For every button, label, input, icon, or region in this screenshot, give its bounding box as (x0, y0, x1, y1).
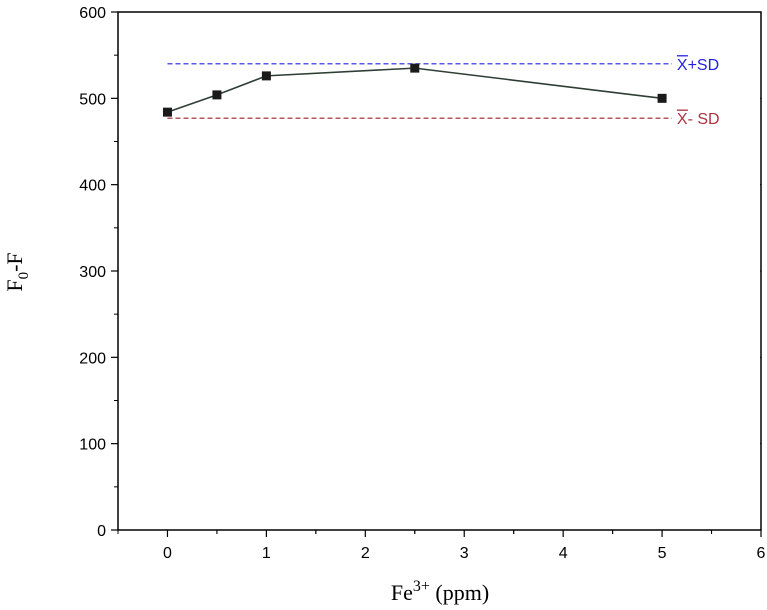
x-tick-label: 1 (262, 545, 271, 562)
x-tick-label: 3 (460, 545, 469, 562)
reference-label-xbar: X (677, 57, 688, 74)
x-tick-label: 6 (757, 545, 766, 562)
y-tick-label: 100 (79, 437, 106, 454)
x-tick-label: 5 (658, 545, 667, 562)
y-axis-title: F0-F (2, 252, 32, 291)
reference-label-text: - SD (688, 111, 720, 128)
series-line (167, 67, 663, 113)
y-tick-label: 300 (79, 264, 106, 281)
data-point (162, 107, 172, 117)
x-tick-label: 2 (361, 545, 370, 562)
data-series (162, 63, 667, 117)
axis-ticks: 0 100 200 300 400 500 600 0 1 2 3 4 5 6 (79, 5, 765, 562)
y-tick-label: 500 (79, 91, 106, 108)
plot-border (117, 11, 762, 531)
plot-frame (117, 11, 762, 531)
y-tick-label: 600 (79, 5, 106, 22)
data-point (212, 90, 222, 100)
y-tick-label: 400 (79, 178, 106, 195)
x-axis-title: Fe3+ (ppm) (391, 578, 489, 605)
reference-lines: X+SDX- SD (167, 55, 720, 128)
data-point (261, 71, 271, 81)
data-point (410, 63, 420, 73)
y-tick-label: 200 (79, 350, 106, 367)
reference-label-text: +SD (688, 57, 720, 74)
data-point (657, 93, 667, 103)
reference-line-label: X- SD (677, 111, 720, 128)
reference-label-xbar: X (677, 111, 688, 128)
x-tick-label: 0 (163, 545, 172, 562)
x-tick-label: 4 (559, 545, 568, 562)
y-tick-label: 0 (97, 523, 106, 540)
reference-line-label: X+SD (677, 57, 719, 74)
